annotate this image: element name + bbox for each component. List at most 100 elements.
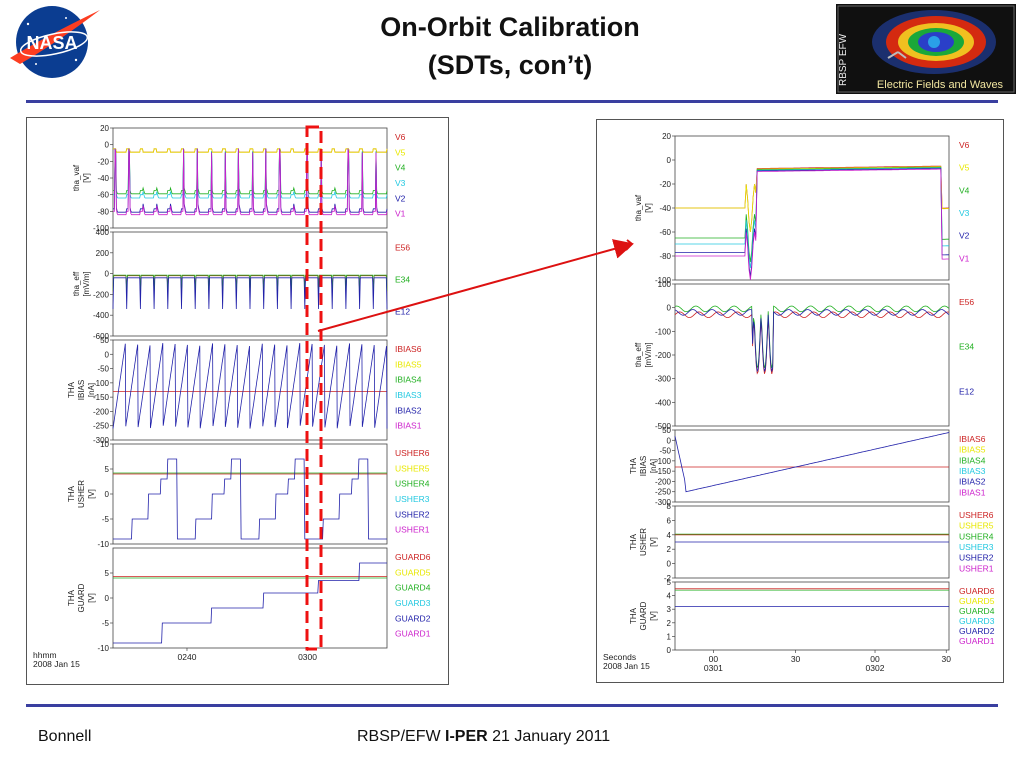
y-axis-label: THA IBIAS [nA] [67, 380, 96, 400]
plot-frame [674, 283, 950, 427]
legend-entry: V6 [395, 132, 406, 142]
y-axis-label: tha_vaf [V] [72, 164, 91, 191]
x-tick-label: 30 [791, 654, 801, 664]
legend-entry: IBIAS3 [395, 390, 422, 400]
y-tick-label: -100 [655, 276, 672, 285]
x-tick-label: 0300 [298, 652, 317, 662]
nasa-logo: NASA [6, 2, 102, 80]
y-axis-label-line: THA [629, 607, 638, 624]
legend-entry: IBIAS6 [959, 434, 986, 444]
legend-entry: IBIAS4 [959, 455, 986, 465]
legend-entry: E56 [959, 297, 974, 307]
y-tick-label: 0 [105, 270, 110, 279]
y-axis-label: THA GUARD [V] [629, 601, 658, 630]
y-axis-label-line: tha_vaf [634, 194, 643, 221]
y-tick-label: -80 [659, 252, 671, 261]
y-axis-label-line: THA [629, 533, 638, 550]
y-tick-label: -200 [93, 407, 110, 416]
y-tick-label: -100 [655, 457, 672, 466]
legend-entry: USHER5 [395, 463, 430, 473]
footer-rule [26, 704, 998, 707]
legend-entry: E12 [395, 306, 410, 316]
y-tick-label: -50 [659, 447, 671, 456]
footer-center-suffix: 21 January 2011 [487, 728, 611, 745]
data-trace [113, 148, 388, 216]
y-tick-label: 5 [105, 569, 110, 578]
x-tick-label: 30 [942, 654, 952, 664]
y-tick-label: 50 [100, 336, 109, 345]
x-tick-label: 0301 [704, 663, 723, 673]
y-tick-label: 4 [667, 592, 672, 601]
y-axis-label-line: THA [67, 589, 76, 606]
y-tick-label: 5 [667, 578, 672, 587]
legend-entry: V4 [395, 163, 406, 173]
y-axis-label-line: tha_vaf [72, 164, 81, 191]
y-tick-label: 4 [667, 531, 672, 540]
footer-author: Bonnell [38, 728, 92, 745]
legend-entry: IBIAS1 [959, 487, 986, 497]
x-tick-label: 0302 [866, 663, 885, 673]
y-tick-label: 2 [667, 619, 672, 628]
x-tick-label: 0240 [178, 652, 197, 662]
y-tick-label: 8 [667, 502, 672, 511]
legend-entry: IBIAS1 [395, 421, 422, 431]
y-tick-label: -300 [655, 375, 672, 384]
legend-entry: V3 [395, 178, 406, 188]
y-tick-label: -600 [93, 332, 110, 341]
data-trace [675, 166, 949, 233]
y-tick-label: -60 [97, 191, 109, 200]
efw-logo-caption: Electric Fields and Waves [877, 79, 1004, 91]
y-axis-label-line: [V] [649, 611, 658, 621]
legend-entry: V6 [959, 140, 970, 150]
y-axis-label-line: [V] [644, 203, 653, 213]
legend-entry: V2 [959, 231, 970, 241]
legend-entry: USHER1 [395, 525, 430, 535]
page-subtitle: (SDTs, con’t) [427, 50, 593, 80]
y-tick-label: 6 [667, 516, 672, 525]
y-tick-label: 20 [100, 124, 109, 133]
y-tick-label: 0 [105, 350, 110, 359]
y-tick-label: -250 [93, 422, 110, 431]
plot-panel: 400 200 0 -200 -400 -600 tha_eff [mV/m] E56 E34 E1… [72, 228, 410, 341]
y-tick-label: -150 [655, 467, 672, 476]
legend-entry: USHER1 [959, 563, 994, 573]
y-tick-label: -40 [659, 204, 671, 213]
y-tick-label: -80 [97, 207, 109, 216]
legend-entry: V1 [395, 209, 406, 219]
x-tick-label: 00 [870, 654, 880, 664]
legend-entry: V5 [395, 147, 406, 157]
y-axis-label-line: IBIAS [77, 380, 86, 400]
y-axis-label-line: [V] [82, 173, 91, 183]
legend-entry: GUARD6 [395, 552, 431, 562]
data-trace [674, 309, 950, 373]
legend-entry: V4 [959, 185, 970, 195]
plot-frame [674, 429, 950, 503]
y-axis-label-line: [V] [87, 489, 96, 499]
data-trace [113, 148, 388, 199]
legend-entry: GUARD5 [959, 596, 995, 606]
legend-entry: V3 [959, 208, 970, 218]
legend-entry: GUARD2 [959, 626, 995, 636]
y-tick-label: -200 [655, 351, 672, 360]
y-axis-label: THA USHER [V] [629, 528, 658, 556]
legend-entry: GUARD5 [395, 567, 431, 577]
y-tick-label: -200 [93, 290, 110, 299]
header-rule [26, 100, 998, 103]
y-tick-label: 0 [667, 560, 672, 569]
data-trace [113, 458, 387, 540]
legend-entry: E34 [959, 342, 974, 352]
y-axis-label-line: THA [67, 381, 76, 398]
data-trace [113, 148, 388, 213]
y-tick-label: 0 [105, 490, 110, 499]
legend-entry: IBIAS2 [959, 477, 986, 487]
y-tick-label: -20 [659, 180, 671, 189]
y-tick-label: -500 [655, 422, 672, 431]
y-axis-label: tha_eff [mV/m] [634, 342, 653, 368]
efw-logo-side-text: RBSP EFW [838, 33, 849, 86]
legend-entry: V1 [959, 253, 970, 263]
plot-panel: 20 0 -20 -40 -60 -80 -100 tha_vaf [V] V6 V5 V4 V3 V2 V… [634, 132, 970, 285]
efw-logo: RBSP EFW Electric Fields and Waves [836, 4, 1016, 94]
